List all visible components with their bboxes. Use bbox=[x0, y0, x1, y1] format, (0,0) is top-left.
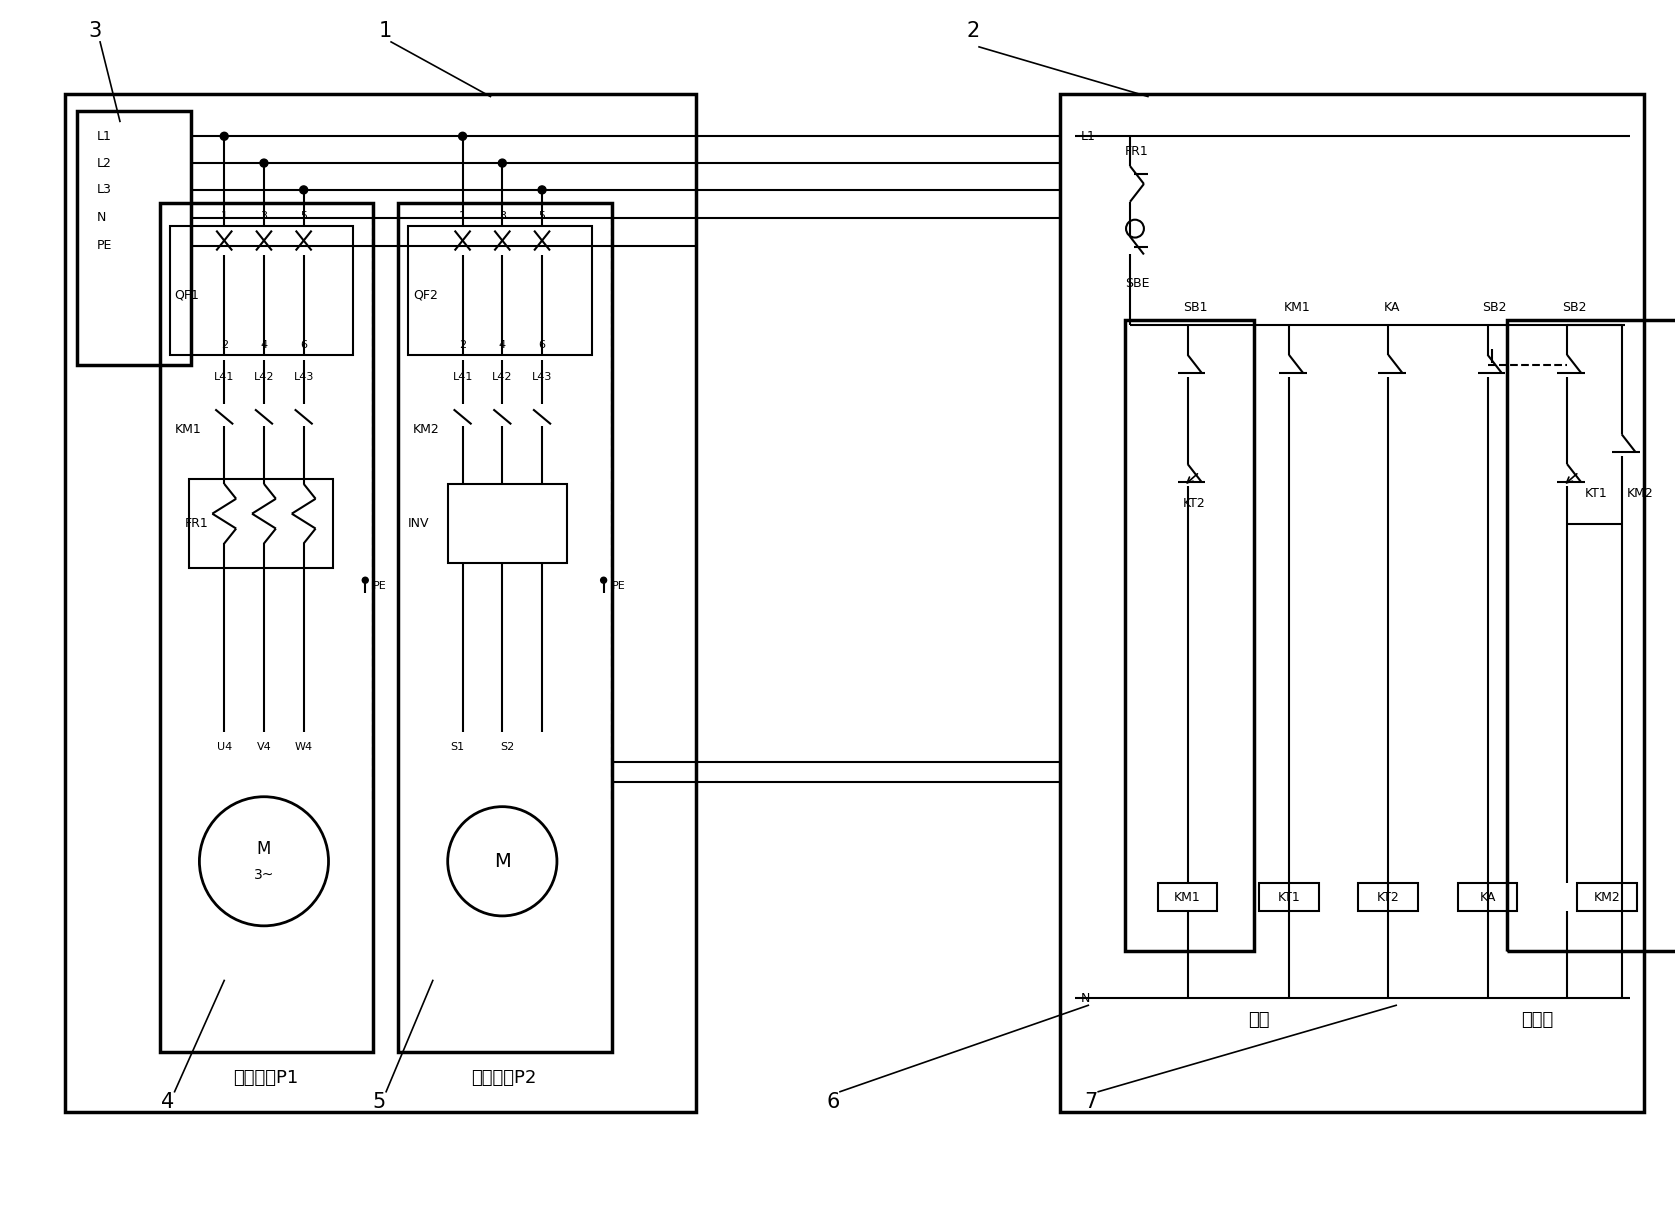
Text: SB1: SB1 bbox=[1183, 301, 1206, 313]
Bar bbox=[190, 479, 333, 569]
Text: M: M bbox=[494, 851, 511, 871]
Circle shape bbox=[299, 186, 307, 194]
Text: L43: L43 bbox=[531, 372, 553, 382]
Bar bbox=[408, 226, 591, 355]
Text: 6: 6 bbox=[538, 340, 546, 350]
Text: 1: 1 bbox=[378, 21, 391, 42]
Text: 5: 5 bbox=[538, 210, 546, 220]
Text: SB2: SB2 bbox=[1482, 301, 1507, 313]
Text: 6: 6 bbox=[301, 340, 307, 350]
Text: L1: L1 bbox=[97, 130, 113, 143]
Text: KA: KA bbox=[1383, 301, 1399, 313]
Text: 2: 2 bbox=[220, 340, 228, 350]
Text: 1: 1 bbox=[220, 210, 227, 220]
Text: 3~: 3~ bbox=[254, 868, 274, 882]
Circle shape bbox=[260, 159, 267, 168]
Bar bbox=[1576, 883, 1636, 911]
Circle shape bbox=[538, 186, 546, 194]
Text: L3: L3 bbox=[97, 183, 113, 197]
Bar bbox=[1124, 320, 1253, 950]
Bar bbox=[77, 111, 192, 364]
Bar bbox=[66, 93, 696, 1112]
Text: 2: 2 bbox=[966, 21, 979, 42]
Bar bbox=[1357, 883, 1418, 911]
Bar bbox=[447, 484, 566, 564]
Bar bbox=[1258, 883, 1317, 911]
Text: U4: U4 bbox=[217, 742, 232, 752]
Text: SBE: SBE bbox=[1124, 276, 1149, 290]
Text: L41: L41 bbox=[213, 372, 234, 382]
Text: KT1: KT1 bbox=[1277, 890, 1300, 904]
Text: PE: PE bbox=[97, 238, 113, 252]
Text: 4: 4 bbox=[260, 340, 267, 350]
Text: 主电机: 主电机 bbox=[1520, 1011, 1552, 1030]
Text: 3: 3 bbox=[260, 210, 267, 220]
Text: L42: L42 bbox=[254, 372, 274, 382]
Text: 5: 5 bbox=[301, 210, 307, 220]
Text: KT1: KT1 bbox=[1584, 487, 1606, 500]
Text: L1: L1 bbox=[1080, 130, 1095, 143]
Text: 3: 3 bbox=[499, 210, 506, 220]
Bar bbox=[160, 203, 373, 1052]
Bar bbox=[1507, 320, 1680, 950]
Text: 4: 4 bbox=[499, 340, 506, 350]
Text: L42: L42 bbox=[492, 372, 512, 382]
Text: PE: PE bbox=[373, 581, 386, 591]
Text: KM2: KM2 bbox=[1626, 487, 1653, 500]
Text: 风机: 风机 bbox=[1248, 1011, 1268, 1030]
Text: L2: L2 bbox=[97, 157, 113, 170]
Text: 6: 6 bbox=[827, 1092, 840, 1112]
Text: QF1: QF1 bbox=[175, 289, 200, 302]
Bar bbox=[1158, 883, 1216, 911]
Text: KT2: KT2 bbox=[1183, 498, 1205, 510]
Text: KM1: KM1 bbox=[175, 423, 202, 435]
Text: N: N bbox=[1080, 992, 1089, 1005]
Circle shape bbox=[363, 577, 368, 583]
Text: FR1: FR1 bbox=[1124, 144, 1147, 158]
Text: INV: INV bbox=[408, 517, 428, 530]
Text: KM1: KM1 bbox=[1174, 890, 1200, 904]
Circle shape bbox=[600, 577, 606, 583]
Text: QF2: QF2 bbox=[413, 289, 437, 302]
Text: L41: L41 bbox=[452, 372, 472, 382]
Text: 散热风机P1: 散热风机P1 bbox=[234, 1069, 299, 1087]
Text: SB2: SB2 bbox=[1561, 301, 1586, 313]
Text: 5: 5 bbox=[373, 1092, 386, 1112]
Text: S1: S1 bbox=[450, 742, 464, 752]
Circle shape bbox=[220, 132, 228, 141]
Text: PE: PE bbox=[612, 581, 625, 591]
Text: KT2: KT2 bbox=[1376, 890, 1399, 904]
Bar bbox=[1457, 883, 1517, 911]
Text: N: N bbox=[97, 212, 106, 224]
Circle shape bbox=[459, 132, 467, 141]
Text: M: M bbox=[257, 840, 270, 859]
Text: KM2: KM2 bbox=[413, 423, 440, 435]
Bar bbox=[170, 226, 353, 355]
Bar bbox=[398, 203, 612, 1052]
Text: 7: 7 bbox=[1084, 1092, 1097, 1112]
Text: FR1: FR1 bbox=[185, 517, 208, 530]
Text: 2: 2 bbox=[459, 340, 465, 350]
Text: L43: L43 bbox=[294, 372, 314, 382]
Text: W4: W4 bbox=[294, 742, 312, 752]
Text: KM2: KM2 bbox=[1593, 890, 1620, 904]
Text: 1: 1 bbox=[459, 210, 465, 220]
Text: KA: KA bbox=[1478, 890, 1495, 904]
Circle shape bbox=[497, 159, 506, 168]
Text: 4: 4 bbox=[161, 1092, 175, 1112]
Text: 3: 3 bbox=[89, 21, 102, 42]
Text: V4: V4 bbox=[257, 742, 270, 752]
Bar bbox=[1060, 93, 1643, 1112]
Text: S2: S2 bbox=[501, 742, 514, 752]
Text: 挤出电机P2: 挤出电机P2 bbox=[472, 1069, 536, 1087]
Text: KM1: KM1 bbox=[1284, 301, 1310, 313]
